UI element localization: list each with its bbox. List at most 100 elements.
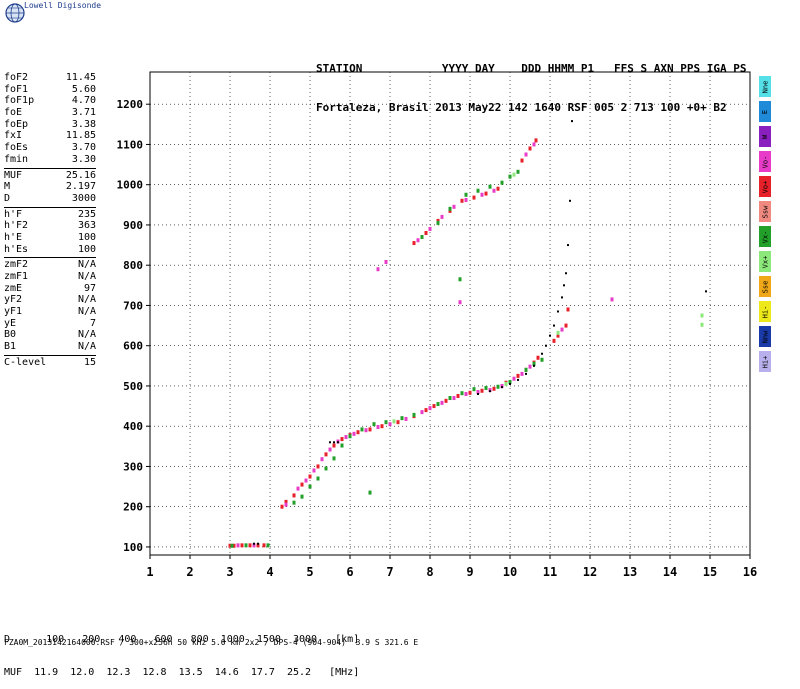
data-point xyxy=(509,382,511,385)
data-point xyxy=(372,422,376,427)
param-value: 100 xyxy=(77,243,96,255)
legend-label: Vx- xyxy=(761,230,769,243)
data-point xyxy=(428,406,432,411)
data-point xyxy=(340,443,344,448)
x-tick-label: 9 xyxy=(466,565,473,579)
data-point xyxy=(337,441,339,444)
data-point xyxy=(492,386,496,391)
param-row: foE 3.71 xyxy=(4,107,96,119)
data-point xyxy=(532,361,536,366)
x-tick-label: 11 xyxy=(543,565,557,579)
legend: Nne E W Vo- Vo+ Ssw Vx- Vx+ Sse Hi- Nnw Hi+ xyxy=(759,76,771,376)
data-point xyxy=(516,373,520,378)
param-row: yF1 N/A xyxy=(4,306,96,318)
data-point xyxy=(512,172,516,177)
data-point xyxy=(508,379,512,384)
data-point xyxy=(316,464,320,469)
data-point xyxy=(484,385,488,390)
data-point xyxy=(705,290,707,293)
muf-table: D 100 200 400 600 800 1000 1500 3000 [km… xyxy=(4,612,359,689)
x-tick-label: 5 xyxy=(306,565,313,579)
brand-name: Lowell Digisonde xyxy=(24,1,102,10)
param-value: 7 xyxy=(89,317,96,329)
param-row: h'Es 100 xyxy=(4,244,96,256)
param-row: zmE 97 xyxy=(4,283,96,295)
legend-entry: Hi- xyxy=(759,301,771,322)
y-tick-label: 100 xyxy=(123,541,143,554)
param-label: zmF1 xyxy=(4,271,29,282)
x-tick-label: 8 xyxy=(426,565,433,579)
data-point xyxy=(284,499,288,504)
data-point xyxy=(240,543,244,548)
data-point xyxy=(700,322,704,327)
legend-entry: Sse xyxy=(759,276,771,297)
data-point xyxy=(557,310,559,313)
param-value: 11.85 xyxy=(65,130,96,142)
header-labels: STATION YYYY DAY DDD HHMM P1 FFS S AXN P… xyxy=(316,62,747,75)
data-point xyxy=(308,474,312,479)
data-point xyxy=(252,543,256,548)
data-point xyxy=(552,338,556,343)
param-value: 3.30 xyxy=(71,153,96,165)
legend-label: Nne xyxy=(761,80,769,93)
legend-entry: W xyxy=(759,126,771,147)
data-point xyxy=(253,542,255,545)
data-point xyxy=(436,220,440,225)
data-point xyxy=(257,542,259,545)
data-point xyxy=(517,378,519,381)
param-label: fxI xyxy=(4,130,23,142)
param-row: foEp 3.38 xyxy=(4,119,96,131)
data-point xyxy=(452,204,456,209)
data-point xyxy=(553,324,555,327)
param-row: B0 N/A xyxy=(4,329,96,341)
data-point xyxy=(516,169,520,174)
data-point xyxy=(262,543,266,548)
data-point xyxy=(420,410,424,415)
y-tick-label: 900 xyxy=(123,219,143,232)
data-point xyxy=(458,277,462,282)
data-point xyxy=(566,307,570,312)
param-separator xyxy=(4,354,96,356)
x-tick-label: 2 xyxy=(186,565,193,579)
data-point xyxy=(360,427,364,432)
x-tick-label: 4 xyxy=(266,565,273,579)
param-label: foF2 xyxy=(4,72,29,83)
param-label: zmF2 xyxy=(4,259,29,271)
param-label: h'F xyxy=(4,208,23,220)
param-value: 100 xyxy=(77,231,96,243)
data-point xyxy=(472,195,476,200)
data-point xyxy=(296,486,300,491)
data-point xyxy=(284,502,288,507)
axis-layer: 1 2 3 4 5 6 7 8 9 10 11 12 13 14 15 1610020030040050060… xyxy=(117,98,758,579)
param-value: 5.60 xyxy=(71,83,96,95)
data-point xyxy=(333,441,335,444)
param-row: h'F2 363 xyxy=(4,220,96,232)
param-value: 3000 xyxy=(71,192,96,204)
data-point xyxy=(524,367,528,372)
param-value: N/A xyxy=(77,294,96,306)
header-values: Fortaleza, Brasil 2013 May22 142 1640 RS… xyxy=(316,101,727,114)
y-tick-label: 500 xyxy=(123,380,143,393)
data-point xyxy=(380,424,384,429)
data-point xyxy=(496,186,500,191)
data-point xyxy=(292,500,296,505)
points-layer xyxy=(228,120,707,548)
data-point xyxy=(412,241,416,246)
grid-layer xyxy=(150,72,750,555)
x-tick-label: 15 xyxy=(703,565,717,579)
data-point xyxy=(356,430,360,435)
x-tick-label: 14 xyxy=(663,565,677,579)
param-value: 25.16 xyxy=(65,169,96,181)
data-point xyxy=(525,372,527,375)
data-point xyxy=(280,504,284,509)
param-value: 15 xyxy=(83,356,96,368)
data-point xyxy=(332,443,336,448)
legend-label: Nnw xyxy=(761,330,769,343)
data-point xyxy=(384,420,388,425)
legend-entry: Nne xyxy=(759,76,771,97)
param-label: M xyxy=(4,181,11,193)
param-label: yF1 xyxy=(4,306,23,318)
legend-entry: Nnw xyxy=(759,326,771,347)
param-separator xyxy=(4,257,96,259)
param-label: MUF xyxy=(4,169,23,181)
